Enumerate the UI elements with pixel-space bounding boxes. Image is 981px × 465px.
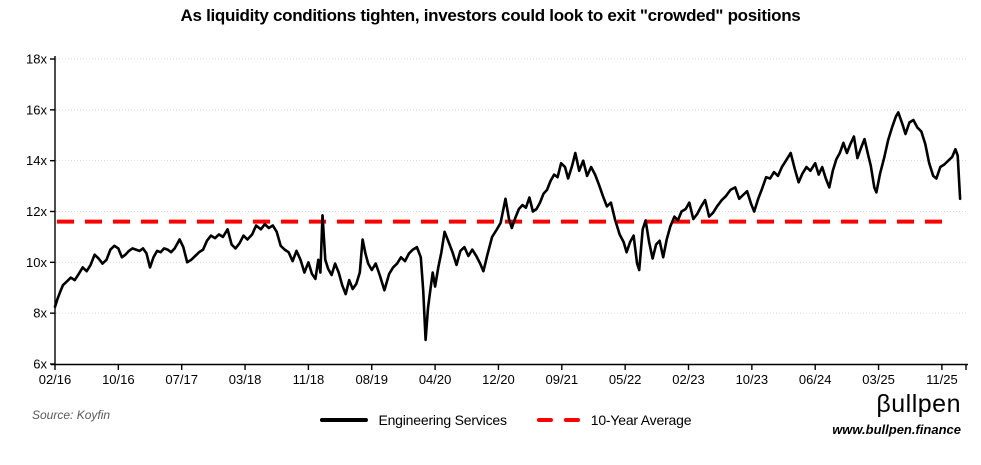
x-tick-label: 11/25 bbox=[926, 372, 958, 387]
logo-wordmark: βullpen bbox=[876, 390, 961, 418]
chart-legend: Engineering Services 10-Year Average bbox=[319, 412, 691, 428]
y-tick-label: 12x bbox=[26, 204, 47, 219]
legend-item-engineering-services: Engineering Services bbox=[319, 412, 507, 428]
y-tick-label: 14x bbox=[26, 153, 47, 168]
logo-website: www.bullpen.finance bbox=[832, 422, 961, 437]
bullpen-logo: βullpen www.bullpen.finance bbox=[832, 390, 961, 437]
y-tick-label: 16x bbox=[26, 102, 47, 117]
x-tick-label: 11/18 bbox=[293, 372, 325, 387]
solid-line-swatch bbox=[319, 418, 368, 422]
x-tick-label: 02/16 bbox=[39, 372, 72, 387]
y-tick-labels: 18x 16x 14x 12x 10x 8x 6x bbox=[26, 52, 47, 372]
y-tick-label: 6x bbox=[33, 357, 47, 372]
x-tick-label: 05/22 bbox=[609, 372, 642, 387]
y-tick-label: 18x bbox=[26, 52, 47, 67]
x-tick-label: 09/21 bbox=[546, 372, 579, 387]
legend-item-ten-year-average: 10-Year Average bbox=[536, 412, 692, 428]
dashed-line-swatch bbox=[536, 418, 580, 422]
x-tick-labels: 02/16 10/16 07/17 03/18 11/18 08/19 04/20 12/20… bbox=[39, 372, 958, 387]
x-tick-label: 10/23 bbox=[736, 372, 769, 387]
axes bbox=[50, 56, 968, 370]
source-note: Source: Koyfin bbox=[32, 408, 111, 422]
x-tick-label: 06/24 bbox=[799, 372, 832, 387]
y-tick-label: 8x bbox=[33, 306, 47, 321]
engineering-services-line bbox=[53, 111, 962, 342]
x-tick-label: 04/20 bbox=[419, 372, 452, 387]
chart-title: As liquidity conditions tighten, investo… bbox=[180, 6, 801, 25]
x-tick-label: 02/23 bbox=[672, 372, 705, 387]
legend-label: Engineering Services bbox=[378, 412, 507, 428]
y-tick-label: 10x bbox=[26, 255, 47, 270]
x-tick-label: 07/17 bbox=[165, 372, 198, 387]
x-tick-label: 03/25 bbox=[862, 372, 895, 387]
y-gridlines bbox=[56, 58, 968, 314]
x-tick-label: 08/19 bbox=[355, 372, 388, 387]
x-tick-label: 10/16 bbox=[102, 372, 135, 387]
x-tick-label: 12/20 bbox=[482, 372, 515, 387]
legend-label: 10-Year Average bbox=[590, 412, 692, 428]
x-tick-label: 03/18 bbox=[229, 372, 262, 387]
